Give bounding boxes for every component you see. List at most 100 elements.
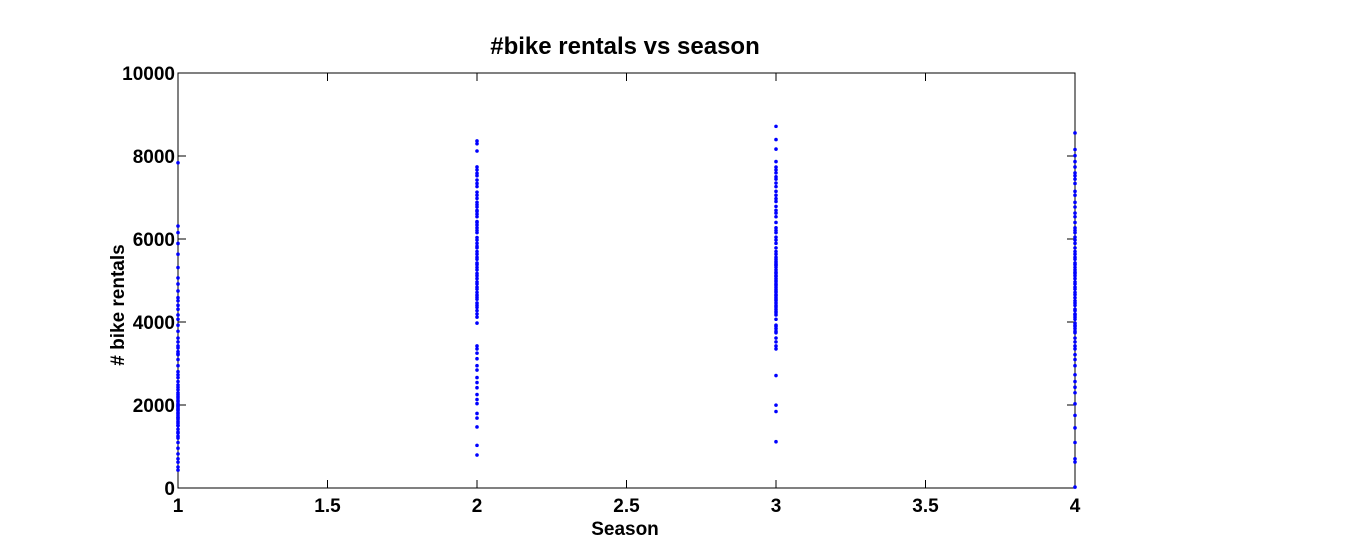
data-point: [1073, 147, 1077, 152]
y-tick-label: 6000: [133, 230, 175, 251]
y-axis: 0 2000 4000 6000 8000 10000: [122, 64, 1075, 500]
data-point: [774, 268, 778, 272]
data-point: [774, 175, 778, 179]
data-point: [176, 340, 180, 344]
data-point: [1073, 181, 1077, 186]
data-point: [176, 289, 180, 293]
data-point: [1073, 321, 1077, 325]
data-point: [475, 193, 479, 198]
data-point: [176, 383, 180, 387]
data-point: [774, 199, 778, 204]
data-point: [475, 392, 479, 397]
data-point: [1073, 280, 1077, 284]
data-point: [475, 453, 479, 457]
data-point: [176, 363, 180, 368]
data-point: [1073, 307, 1077, 312]
data-point: [475, 351, 479, 355]
x-tick-label: 3: [771, 496, 782, 517]
data-point: [475, 280, 479, 284]
data-point: [475, 347, 479, 351]
data-point: [774, 439, 778, 444]
data-point: [774, 214, 778, 219]
data-point: [774, 347, 778, 351]
data-point: [475, 380, 479, 385]
data-point: [475, 226, 479, 230]
data-point: [176, 369, 180, 374]
data-point: [1073, 241, 1077, 246]
data-point: [1073, 173, 1077, 178]
data-point: [176, 440, 180, 445]
data-point: [774, 165, 778, 169]
data-point: [1073, 352, 1077, 357]
x-axis-label: Season: [591, 519, 659, 540]
data-point: [176, 468, 180, 472]
data-point: [1073, 426, 1077, 430]
data-point: [176, 372, 180, 377]
data-point: [774, 317, 778, 322]
data-point: [176, 430, 180, 434]
data-point: [176, 387, 180, 392]
data-point: [475, 252, 479, 257]
data-point: [1073, 238, 1077, 242]
data-point: [475, 165, 479, 169]
data-point: [1073, 285, 1077, 289]
data-point: [475, 219, 479, 224]
data-point: [774, 208, 778, 213]
data-point: [176, 375, 180, 380]
data-point: [774, 409, 778, 414]
data-point: [475, 149, 479, 153]
data-point: [1073, 255, 1077, 260]
data-point: [475, 196, 479, 201]
data-point: [176, 241, 180, 246]
data-point: [176, 427, 180, 432]
data-points: [176, 124, 1077, 489]
data-point: [1073, 153, 1077, 158]
data-point: [475, 255, 479, 260]
data-point: [1073, 268, 1077, 272]
data-point: [1073, 440, 1077, 445]
data-point: [1073, 265, 1077, 270]
data-point: [1073, 220, 1077, 225]
data-point: [176, 230, 180, 235]
data-point: [774, 171, 778, 175]
data-point: [1073, 295, 1077, 300]
data-point: [475, 356, 479, 361]
y-tick-label: 10000: [122, 64, 175, 85]
y-tick-label: 0: [164, 479, 175, 500]
data-point: [1073, 177, 1077, 181]
data-point: [774, 220, 778, 225]
data-point: [1073, 379, 1077, 384]
data-point: [176, 298, 180, 303]
data-point: [176, 224, 180, 228]
chart-title: #bike rentals vs season: [490, 33, 759, 60]
data-point: [475, 271, 479, 276]
x-tick-label: 3.5: [912, 496, 939, 517]
data-point: [475, 171, 479, 176]
data-point: [475, 244, 479, 249]
data-point: [1073, 228, 1077, 233]
data-point: [774, 184, 778, 189]
data-point: [475, 276, 479, 281]
data-point: [475, 293, 479, 297]
data-point: [475, 411, 479, 416]
data-point: [1073, 290, 1077, 295]
data-point: [475, 208, 479, 213]
data-point: [774, 373, 778, 378]
data-point: [475, 375, 479, 380]
data-point: [475, 241, 479, 246]
plot-border: [177, 72, 1076, 489]
plot-frame: [177, 72, 1076, 489]
data-point: [176, 456, 180, 461]
data-point: [1073, 171, 1077, 175]
data-point: [475, 181, 479, 186]
data-point: [176, 161, 180, 165]
data-point: [774, 196, 778, 201]
data-point: [774, 124, 778, 129]
data-point: [176, 349, 180, 354]
data-point: [774, 246, 778, 250]
data-point: [774, 252, 778, 257]
data-point: [176, 317, 180, 322]
data-point: [176, 379, 180, 384]
